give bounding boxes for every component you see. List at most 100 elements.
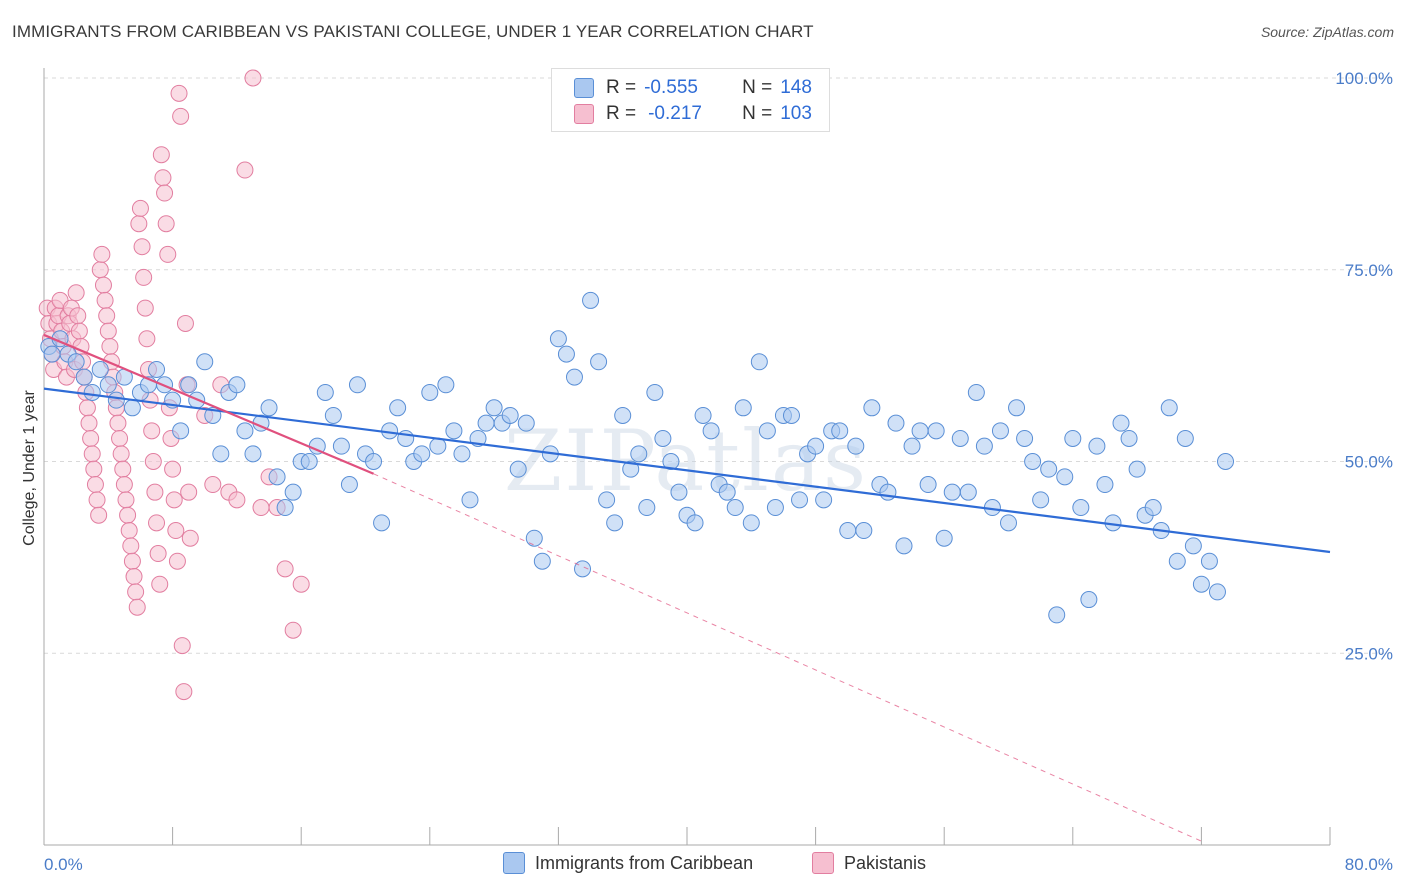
legend-item-caribbean: Immigrants from Caribbean	[503, 852, 753, 874]
pakistanis-point	[228, 491, 246, 509]
caribbean-point	[1016, 429, 1034, 447]
caribbean-point	[614, 406, 632, 424]
source-note: Source: ZipAtlas.com	[1260, 24, 1394, 40]
pakistanis-point	[119, 506, 137, 524]
pakistanis-point	[172, 107, 190, 125]
caribbean-point	[1000, 514, 1017, 532]
caribbean-point	[389, 399, 407, 417]
pakistanis-point	[122, 537, 140, 555]
caribbean-point	[324, 406, 342, 424]
x-tick-label: 0.0%	[44, 855, 83, 874]
pakistanis-point	[69, 307, 87, 325]
caribbean-point	[758, 422, 776, 440]
caribbean-point	[268, 468, 286, 486]
caribbean-point	[991, 422, 1009, 440]
caribbean-point	[485, 399, 503, 417]
pakistanis-point	[98, 307, 116, 325]
caribbean-trend-line	[43, 387, 1331, 554]
caribbean-point	[557, 345, 575, 363]
caribbean-point	[525, 529, 543, 547]
caribbean-point	[236, 422, 254, 440]
caribbean-point	[453, 445, 471, 463]
caribbean-point	[1040, 460, 1058, 478]
pakistanis-point	[156, 184, 174, 202]
x-tick-label: 80.0%	[1345, 855, 1393, 874]
caribbean-point	[172, 422, 190, 440]
legend-swatch-pink	[812, 852, 834, 874]
caribbean-point	[429, 437, 447, 455]
caribbean-point	[445, 422, 463, 440]
caribbean-point	[107, 391, 125, 409]
series-legend: Immigrants from Caribbean Pakistanis	[0, 852, 1406, 876]
caribbean-point	[1160, 399, 1178, 417]
caribbean-point	[967, 383, 985, 401]
pakistanis-point	[144, 453, 162, 470]
legend-swatch-blue	[574, 78, 594, 98]
pakistanis-point	[93, 245, 111, 263]
caribbean-point	[501, 406, 519, 424]
pakistanis-point	[112, 445, 130, 463]
caribbean-point	[437, 376, 455, 394]
caribbean-point	[348, 376, 366, 394]
caribbean-point	[477, 414, 495, 432]
pakistanis-trend-line	[43, 333, 374, 475]
caribbean-point	[1096, 476, 1114, 494]
axes	[43, 68, 1331, 846]
caribbean-point	[75, 368, 93, 386]
caribbean-point	[212, 445, 230, 463]
caribbean-point	[766, 499, 784, 517]
caribbean-point	[1168, 552, 1186, 570]
caribbean-point	[276, 499, 294, 517]
pakistanis-point	[128, 598, 146, 616]
caribbean-point	[726, 499, 744, 517]
caribbean-point	[533, 552, 551, 570]
caribbean-point	[582, 291, 600, 309]
caribbean-point	[887, 414, 905, 432]
pakistanis-point	[90, 506, 108, 524]
pakistanis-point	[151, 575, 169, 593]
caribbean-point	[959, 483, 977, 501]
caribbean-point	[196, 353, 214, 371]
pakistanis-point	[173, 637, 191, 655]
caribbean-point	[638, 499, 656, 517]
caribbean-point	[590, 353, 608, 371]
pakistanis-point	[78, 399, 96, 417]
caribbean-point	[123, 399, 141, 417]
pakistanis-point	[252, 499, 270, 517]
legend-swatch-pink	[574, 104, 594, 124]
legend-label-pakistanis: Pakistanis	[844, 852, 927, 873]
caribbean-point	[565, 368, 583, 386]
pakistanis-point	[143, 422, 161, 440]
caribbean-point	[718, 483, 736, 501]
y-axis-title: College, Under 1 year	[21, 390, 38, 546]
legend-n-label: N =	[742, 77, 773, 98]
caribbean-point	[1032, 491, 1050, 509]
caribbean-point	[831, 422, 849, 440]
chart-title: IMMIGRANTS FROM CARIBBEAN VS PAKISTANI C…	[12, 22, 814, 41]
caribbean-point	[1176, 429, 1194, 447]
legend-n-value: 148	[780, 77, 812, 98]
caribbean-point	[791, 491, 809, 509]
caribbean-point	[148, 360, 166, 378]
caribbean-point	[509, 460, 527, 478]
caribbean-point	[1184, 537, 1202, 555]
caribbean-point	[919, 476, 937, 494]
pakistanis-points	[38, 69, 310, 701]
trend-lines	[43, 333, 1331, 842]
pakistanis-point	[292, 575, 310, 593]
pakistanis-point	[148, 514, 166, 532]
pakistanis-point	[152, 146, 170, 164]
correlation-legend: R = -0.555 N = 148 R = -0.217 N = 103	[551, 68, 830, 132]
caribbean-point	[421, 383, 439, 401]
caribbean-point	[300, 453, 318, 470]
pakistanis-point	[88, 491, 106, 509]
caribbean-point	[1048, 606, 1066, 624]
pakistanis-point	[168, 552, 186, 570]
legend-row-caribbean: R = -0.555 N = 148	[574, 76, 812, 100]
pakistanis-point	[136, 299, 154, 317]
caribbean-point	[630, 445, 648, 463]
caribbean-point	[340, 476, 358, 494]
legend-r-value: -0.217	[648, 103, 702, 124]
y-tick-label: 50.0%	[1345, 453, 1393, 472]
caribbean-point	[943, 483, 961, 501]
